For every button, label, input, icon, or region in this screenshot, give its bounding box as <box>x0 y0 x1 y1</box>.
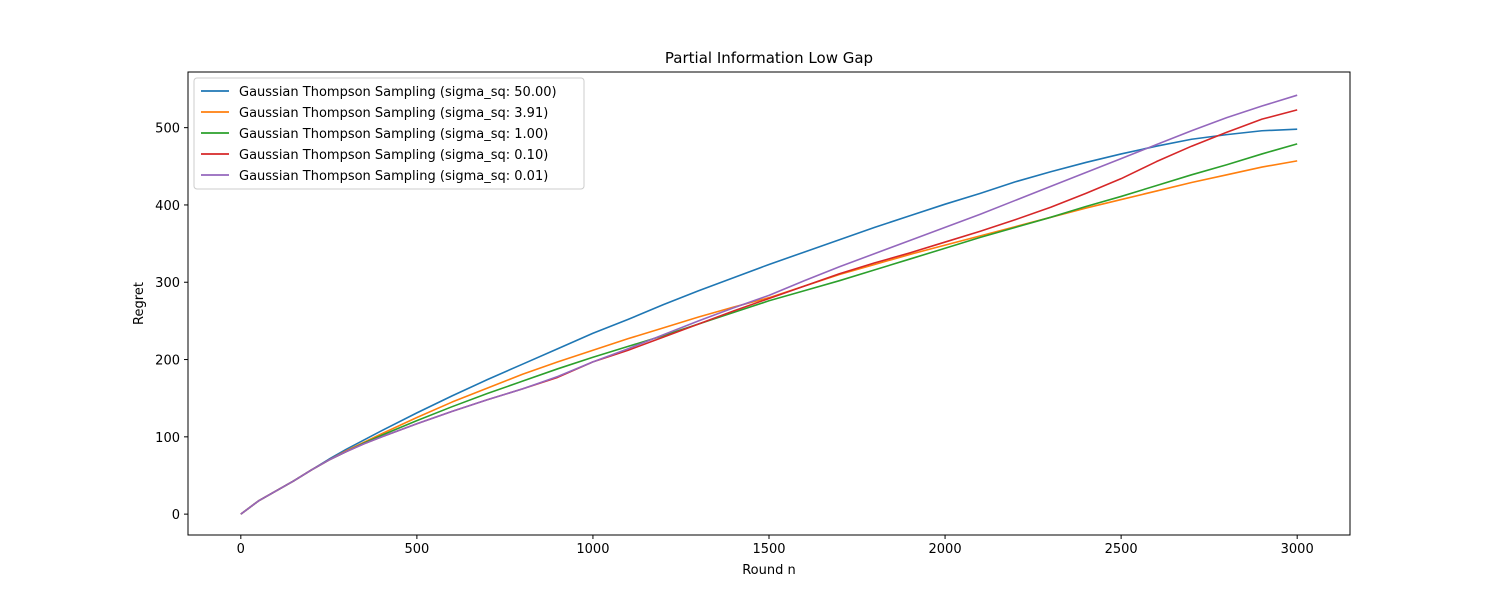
x-tick-label: 0 <box>237 542 245 557</box>
y-tick-label: 0 <box>172 508 180 523</box>
legend-label: Gaussian Thompson Sampling (sigma_sq: 0.… <box>239 169 548 184</box>
chart-title: Partial Information Low Gap <box>665 49 873 67</box>
y-axis-label: Regret <box>132 282 147 325</box>
legend-label: Gaussian Thompson Sampling (sigma_sq: 0.… <box>239 148 548 163</box>
x-tick-label: 1500 <box>752 542 785 557</box>
x-tick-label: 2500 <box>1105 542 1138 557</box>
legend-label: Gaussian Thompson Sampling (sigma_sq: 3.… <box>239 106 548 121</box>
y-tick-label: 300 <box>155 276 180 291</box>
y-axis: 0 100 200 300 400 500 <box>155 122 188 523</box>
x-tick-label: 3000 <box>1281 542 1314 557</box>
series-line-2 <box>240 160 1298 515</box>
legend-label: Gaussian Thompson Sampling (sigma_sq: 50… <box>239 85 557 100</box>
x-axis-label: Round n <box>742 563 796 578</box>
x-tick-label: 1000 <box>576 542 609 557</box>
x-axis: 0 500 1000 1500 2000 2500 3000 <box>237 535 1314 557</box>
x-tick-label: 2000 <box>929 542 962 557</box>
legend: Gaussian Thompson Sampling (sigma_sq: 50… <box>193 77 585 190</box>
y-tick-label: 100 <box>155 431 180 446</box>
x-tick-label: 500 <box>404 542 429 557</box>
y-tick-label: 400 <box>155 199 180 214</box>
y-tick-label: 200 <box>155 354 180 369</box>
plot-area <box>240 94 1298 515</box>
legend-label: Gaussian Thompson Sampling (sigma_sq: 1.… <box>239 127 548 142</box>
series-line-1 <box>240 128 1298 515</box>
legend-box <box>193 77 585 190</box>
series-line-3 <box>240 143 1298 515</box>
y-tick-label: 500 <box>155 122 180 137</box>
series-line-5 <box>240 94 1298 515</box>
